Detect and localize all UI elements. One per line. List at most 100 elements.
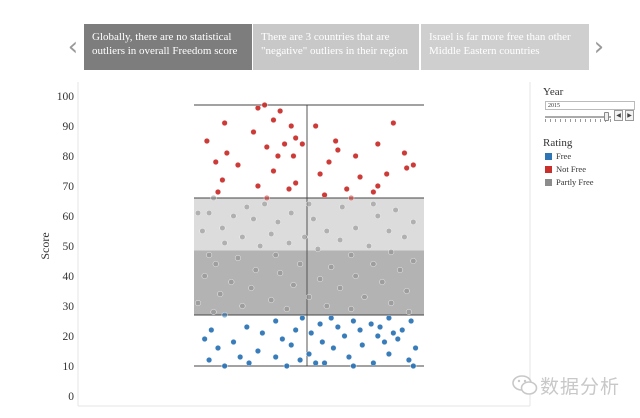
data-point <box>323 227 330 234</box>
story-tab-2[interactable]: There are 3 countries that are "negative… <box>253 24 419 70</box>
data-point <box>288 342 295 349</box>
data-point <box>306 293 313 300</box>
data-point <box>248 284 255 291</box>
data-point <box>374 182 381 189</box>
data-point <box>343 185 350 192</box>
legend-label-free: Free <box>556 151 572 161</box>
data-point <box>374 332 381 339</box>
data-point <box>334 146 341 153</box>
data-point <box>221 120 228 127</box>
previous-story-point-button[interactable]: ‹ <box>67 32 79 62</box>
data-point <box>206 209 213 216</box>
legend-item-not-free[interactable]: Not Free <box>545 164 586 175</box>
data-point <box>219 224 226 231</box>
data-point <box>234 254 241 261</box>
data-point <box>272 251 279 258</box>
legend-item-free[interactable]: Free <box>545 151 571 162</box>
y-tick-label: 50 <box>63 241 75 253</box>
year-step-forward-button[interactable]: ▶ <box>625 110 634 121</box>
data-point <box>237 354 244 361</box>
data-point <box>341 332 348 339</box>
data-point <box>239 302 246 309</box>
data-point <box>263 194 270 201</box>
legend-item-partly-free[interactable]: Partly Free <box>545 177 594 188</box>
year-slider-ticks <box>545 119 611 122</box>
data-point <box>268 296 275 303</box>
data-point <box>359 342 366 349</box>
year-slider-handle[interactable] <box>603 112 609 121</box>
y-axis-title: Score <box>38 232 52 259</box>
data-point <box>350 317 357 324</box>
data-point <box>401 149 408 156</box>
y-tick-label: 60 <box>63 211 75 223</box>
data-point <box>374 141 381 148</box>
year-step-back-button[interactable]: ◀ <box>614 110 623 121</box>
data-point <box>210 194 217 201</box>
data-point <box>306 351 313 358</box>
data-point <box>317 320 324 327</box>
data-point <box>312 360 319 367</box>
y-tick-label: 90 <box>63 121 75 133</box>
data-point <box>214 345 221 352</box>
data-point <box>370 200 377 207</box>
y-tick-label: 70 <box>63 181 75 193</box>
data-point <box>279 336 286 343</box>
data-point <box>214 188 221 195</box>
data-point <box>212 260 219 267</box>
data-point <box>194 299 201 306</box>
data-point <box>221 239 228 246</box>
data-point <box>277 269 284 276</box>
year-slider-track[interactable] <box>545 116 611 118</box>
data-point <box>254 105 261 112</box>
data-point <box>410 218 417 225</box>
data-point <box>337 284 344 291</box>
story-tab-1[interactable]: Globally, there are no statistical outli… <box>84 24 252 70</box>
box-plot <box>77 82 531 407</box>
data-point <box>401 233 408 240</box>
year-filter-title: Year <box>543 86 564 98</box>
data-point <box>370 360 377 367</box>
data-point <box>201 336 208 343</box>
data-point <box>194 209 201 216</box>
data-point <box>286 185 293 192</box>
data-point <box>230 212 237 219</box>
next-story-point-button[interactable]: › <box>593 32 605 62</box>
y-tick-label: 30 <box>63 301 75 313</box>
y-tick-label: 0 <box>68 391 74 403</box>
data-point <box>385 227 392 234</box>
data-point <box>206 357 213 364</box>
data-point <box>212 158 219 165</box>
data-point <box>206 251 213 258</box>
data-point <box>405 308 412 315</box>
data-point <box>352 224 359 231</box>
data-point <box>299 141 306 148</box>
data-point <box>310 215 317 222</box>
data-point <box>223 149 230 156</box>
data-point <box>385 314 392 321</box>
data-point <box>257 242 264 249</box>
data-point <box>390 120 397 127</box>
data-point <box>388 248 395 255</box>
data-point <box>350 363 357 370</box>
legend-swatch-partly-free <box>545 179 552 186</box>
data-point <box>301 233 308 240</box>
y-tick-label: 20 <box>63 331 75 343</box>
data-point <box>348 305 355 312</box>
data-point <box>290 281 297 288</box>
data-point <box>361 293 368 300</box>
y-axis: 0 10 20 30 40 50 60 70 80 90 100 Score <box>38 91 74 403</box>
data-point <box>370 260 377 267</box>
data-point <box>348 251 355 258</box>
data-point <box>339 203 346 210</box>
data-point <box>221 363 228 370</box>
story-tab-3[interactable]: Israel is far more free than other Middl… <box>421 24 589 70</box>
legend-swatch-free <box>545 153 552 160</box>
data-point <box>297 357 304 364</box>
data-point <box>274 218 281 225</box>
data-point <box>374 212 381 219</box>
data-point <box>221 311 228 318</box>
data-point <box>254 182 261 189</box>
data-point <box>277 108 284 115</box>
data-point <box>330 345 337 352</box>
data-point <box>203 138 210 145</box>
